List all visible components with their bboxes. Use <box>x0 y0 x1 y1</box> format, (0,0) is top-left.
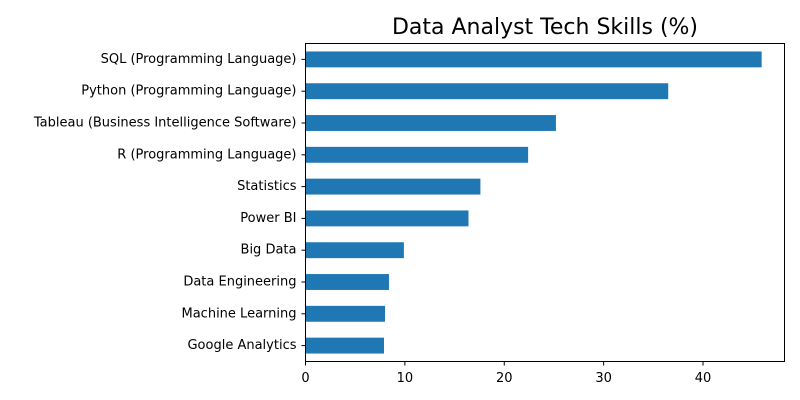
bar <box>305 51 762 68</box>
plot-frame <box>305 43 785 362</box>
bars-group <box>305 51 762 354</box>
category-label: Big Data <box>241 243 297 258</box>
category-label: Statistics <box>237 179 297 194</box>
x-tick-label: 30 <box>595 371 612 386</box>
category-labels: SQL (Programming Language) Python (Progra… <box>33 52 306 353</box>
bar <box>305 83 669 100</box>
bar <box>305 210 469 227</box>
bar <box>305 146 529 163</box>
bar <box>305 337 385 354</box>
x-tick-label: 0 <box>301 371 309 386</box>
category-label: Google Analytics <box>187 338 296 353</box>
bar <box>305 178 481 195</box>
category-label: Machine Learning <box>182 306 297 321</box>
category-label: R (Programming Language) <box>117 147 296 162</box>
bar <box>305 242 404 259</box>
bar <box>305 115 556 131</box>
bar <box>305 305 386 322</box>
bar <box>305 274 389 290</box>
category-label: Power BI <box>240 211 296 226</box>
category-label: SQL (Programming Language) <box>101 52 297 67</box>
x-axis: 0 10 20 30 40 <box>301 361 712 386</box>
category-label: Python (Programming Language) <box>81 84 296 99</box>
category-label: Data Engineering <box>183 275 296 290</box>
category-label: Tableau (Business Intelligence Software) <box>33 116 297 131</box>
x-tick-label: 40 <box>695 371 712 386</box>
chart-title: Data Analyst Tech Skills (%) <box>392 15 698 40</box>
x-tick-label: 10 <box>397 371 414 386</box>
x-tick-label: 20 <box>496 371 513 386</box>
